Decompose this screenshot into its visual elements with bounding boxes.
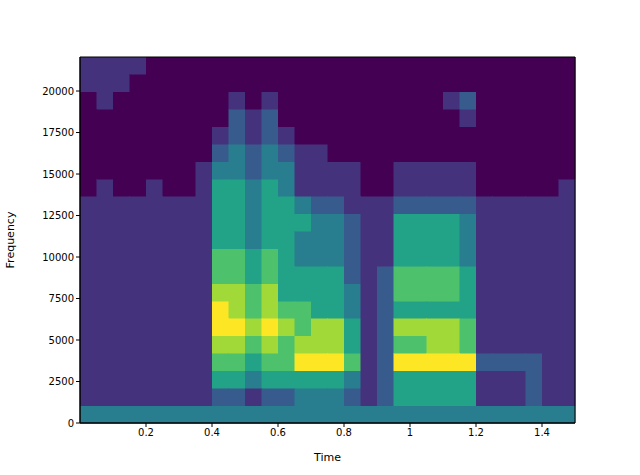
svg-text:5000: 5000 (49, 335, 74, 346)
svg-text:1.4: 1.4 (534, 427, 550, 438)
svg-text:12500: 12500 (42, 210, 74, 221)
svg-text:0.6: 0.6 (270, 427, 286, 438)
svg-text:0.2: 0.2 (138, 427, 154, 438)
svg-text:7500: 7500 (49, 293, 74, 304)
svg-text:0.8: 0.8 (336, 427, 352, 438)
svg-text:2500: 2500 (49, 376, 74, 387)
svg-text:1: 1 (407, 427, 413, 438)
svg-text:10000: 10000 (42, 252, 74, 263)
svg-text:Time: Time (313, 451, 341, 464)
svg-text:Frequency: Frequency (4, 211, 17, 268)
svg-text:20000: 20000 (42, 86, 74, 97)
svg-text:1.2: 1.2 (468, 427, 484, 438)
svg-text:0: 0 (68, 418, 74, 429)
svg-text:17500: 17500 (42, 127, 74, 138)
svg-text:0.4: 0.4 (204, 427, 220, 438)
svg-text:15000: 15000 (42, 169, 74, 180)
